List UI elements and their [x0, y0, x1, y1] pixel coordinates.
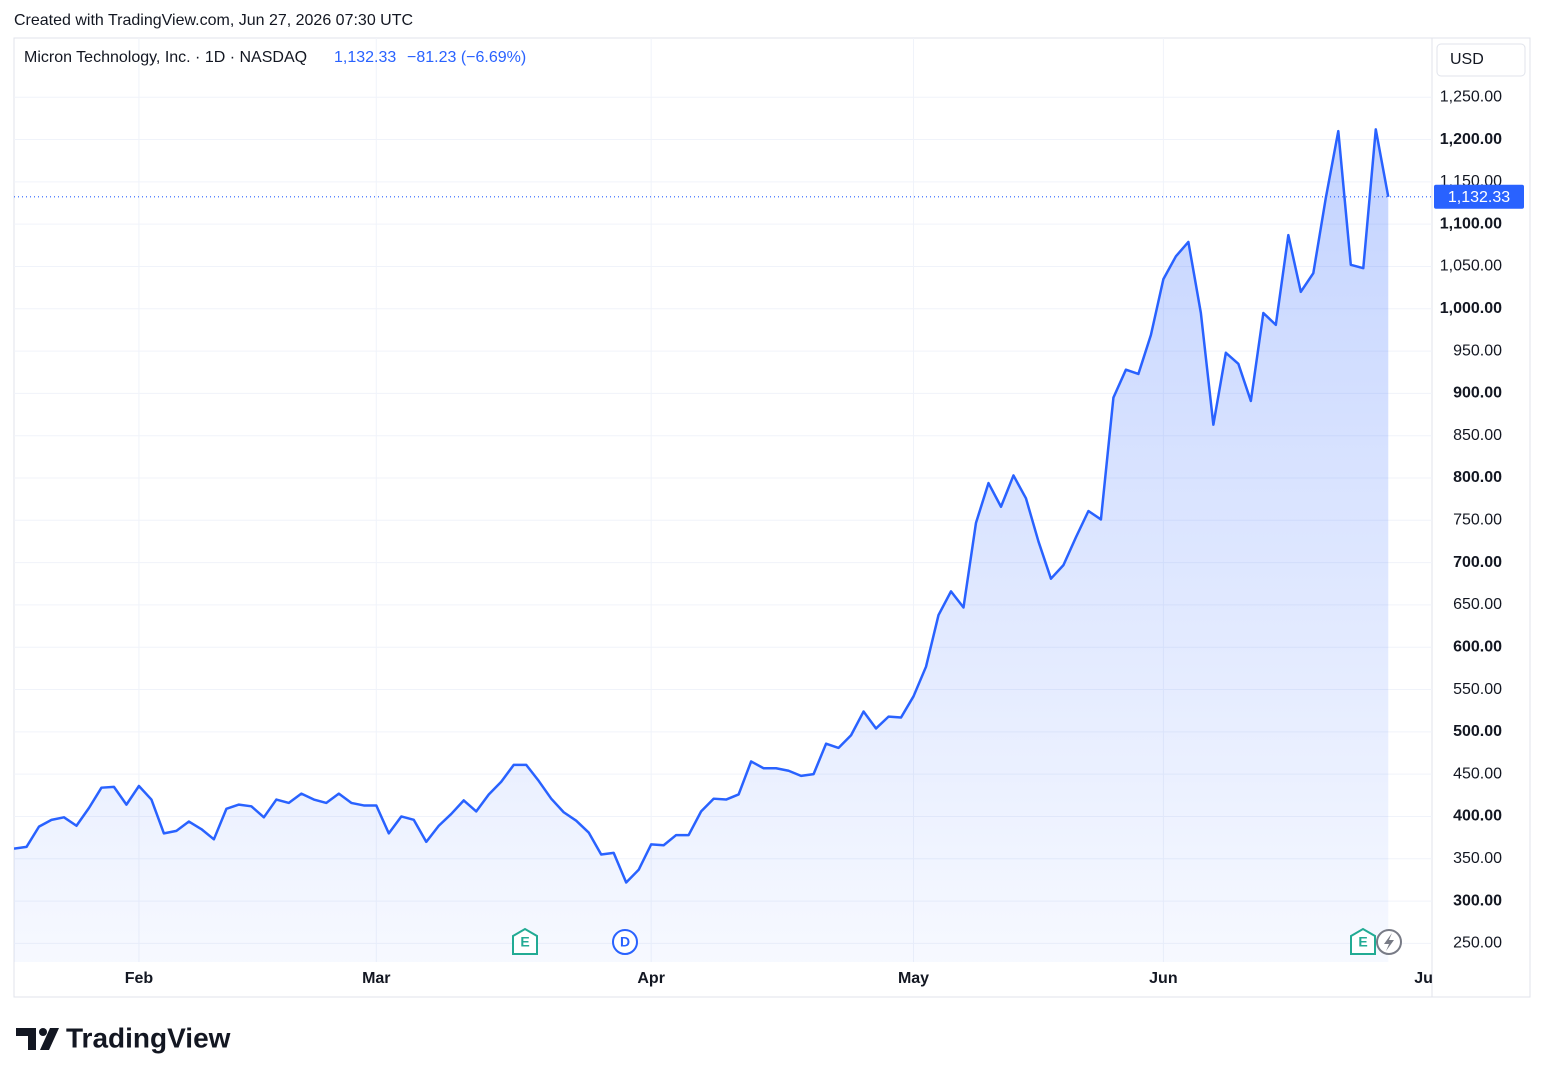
x-tick-label: Apr	[637, 970, 665, 987]
legend-price: 1,132.33	[334, 49, 396, 66]
y-tick-label: 350.00	[1453, 850, 1502, 867]
y-tick-label: 550.00	[1453, 681, 1502, 698]
chart-frame	[13, 37, 1531, 998]
brand-logo	[16, 1028, 59, 1050]
y-tick-label: 1,250.00	[1440, 88, 1502, 105]
y-tick-label: 1,100.00	[1440, 215, 1502, 232]
caption: Created with TradingView.com, Jun 27, 20…	[14, 12, 413, 29]
currency-box[interactable]	[1436, 43, 1526, 77]
x-tick-label: Mar	[362, 970, 390, 987]
y-tick-label: 700.00	[1453, 554, 1502, 571]
x-tick-label: May	[898, 970, 929, 987]
y-tick-label: 800.00	[1453, 469, 1502, 486]
x-tick-label: Jun	[1149, 970, 1177, 987]
y-tick-label: 1,050.00	[1440, 258, 1502, 275]
y-tick-label: 750.00	[1453, 512, 1502, 529]
last-price-tag	[1434, 184, 1524, 209]
area-fill	[14, 129, 1389, 962]
y-tick-label: 900.00	[1453, 385, 1502, 402]
legend-symbol: Micron Technology, Inc. · 1D · NASDAQ	[24, 49, 307, 66]
y-tick-label: 500.00	[1453, 723, 1502, 740]
price-line	[14, 128, 1390, 884]
x-axis: Feb Mar Apr May Jun Jul	[125, 970, 1437, 987]
y-tick-label: 450.00	[1453, 765, 1502, 782]
axes: 250.00 300.00 350.00 400.00 450.00 500.00 550.…	[125, 88, 1524, 987]
y-tick-label: 1,200.00	[1440, 131, 1502, 148]
y-tick-label: 600.00	[1453, 638, 1502, 655]
brand-name: TradingView	[66, 1022, 231, 1053]
currency: USD	[1450, 51, 1484, 68]
x-tick-label: Feb	[125, 970, 154, 987]
event-marker[interactable]: D	[612, 929, 638, 955]
y-tick-label: 400.00	[1453, 808, 1502, 825]
y-tick-label: 650.00	[1453, 596, 1502, 613]
event-label: D	[620, 934, 630, 950]
y-tick-label: 1,000.00	[1440, 300, 1502, 317]
last-price-label: 1,132.33	[1448, 189, 1510, 206]
event-marker[interactable]: E	[512, 927, 538, 955]
legend-change: −81.23 (−6.69%)	[407, 49, 526, 66]
x-tick-label: Jul	[1414, 970, 1437, 987]
event-label: E	[520, 934, 529, 950]
y-tick-label: 950.00	[1453, 342, 1502, 359]
plot	[14, 128, 1432, 962]
y-tick-label: 850.00	[1453, 427, 1502, 444]
event-marker[interactable]: E	[1350, 927, 1376, 955]
event-label: E	[1358, 934, 1367, 950]
event-marker[interactable]	[1376, 929, 1402, 955]
y-tick-label: 250.00	[1453, 935, 1502, 952]
y-tick-label: 300.00	[1453, 892, 1502, 909]
